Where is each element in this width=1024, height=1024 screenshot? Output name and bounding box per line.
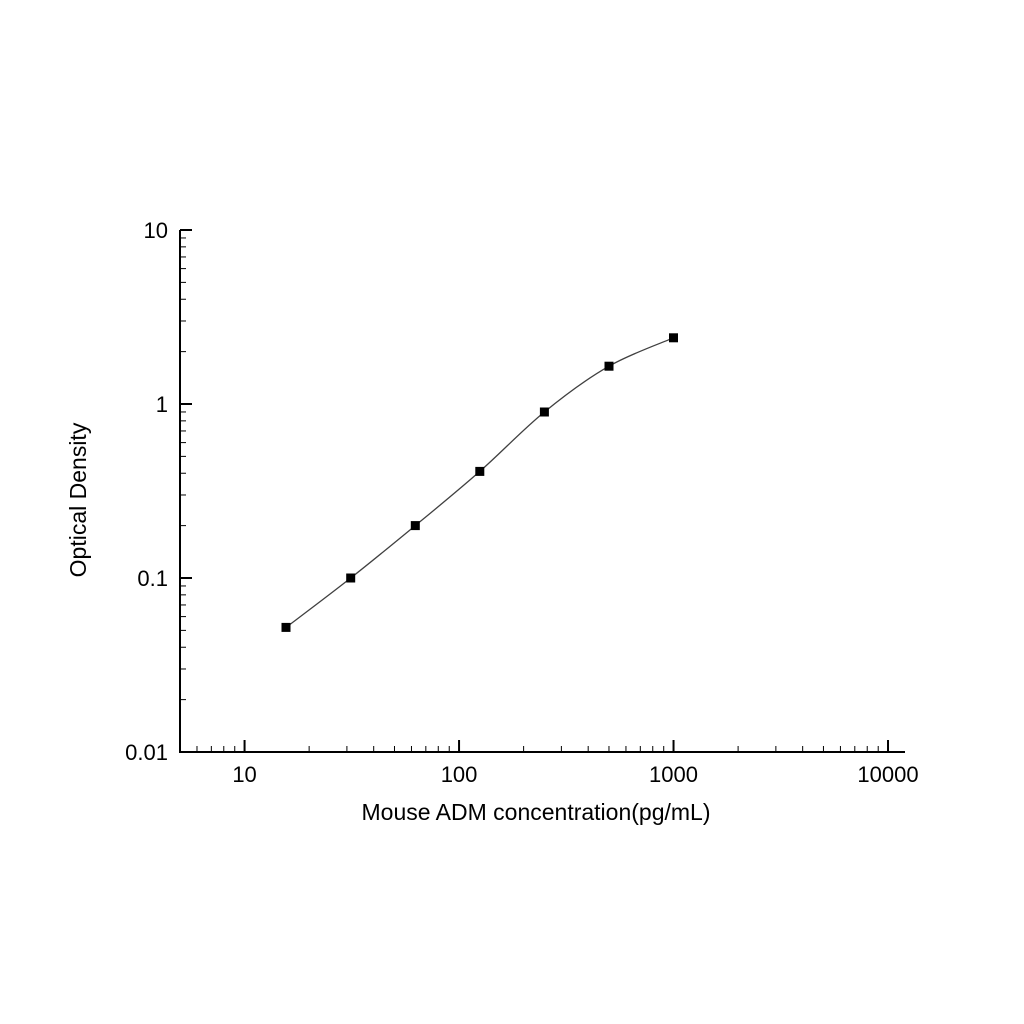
data-point-marker (475, 466, 485, 476)
data-point-marker (604, 361, 614, 371)
axis-ticks (179, 229, 890, 753)
x-tick-label: 1000 (649, 762, 698, 787)
y-tick-label: 1 (156, 392, 168, 417)
y-tick-label: 10 (144, 218, 168, 243)
x-tick-label: 100 (441, 762, 478, 787)
data-series (281, 333, 678, 632)
data-point-marker (346, 573, 356, 583)
x-tick-label: 10000 (857, 762, 918, 787)
data-point-marker (410, 521, 420, 531)
y-tick-label: 0.1 (137, 566, 168, 591)
axes (179, 230, 905, 753)
tick-labels: 10 100 1000 10000 0.01 0.1 1 10 (125, 218, 918, 787)
data-point-marker (281, 622, 291, 632)
x-tick-label: 10 (232, 762, 256, 787)
data-point-marker (669, 333, 678, 343)
data-point-marker (539, 407, 549, 417)
y-axis-title: Optical Density (65, 422, 91, 577)
curve-line (285, 337, 674, 628)
axis-lines (179, 230, 905, 753)
y-tick-label: 0.01 (125, 740, 168, 765)
x-axis-title: Mouse ADM concentration(pg/mL) (362, 799, 711, 825)
